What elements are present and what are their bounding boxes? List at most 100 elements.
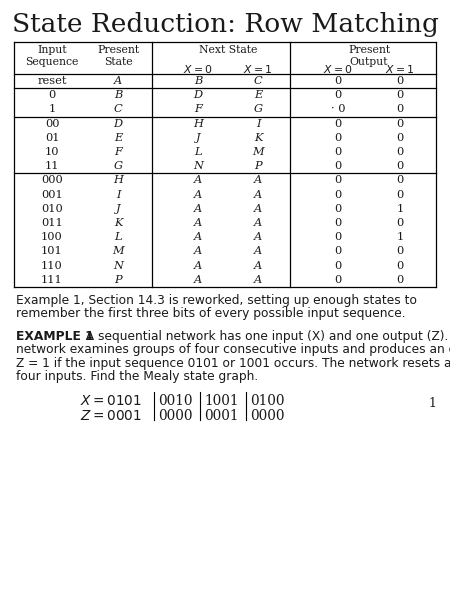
Text: Present
State: Present State [97, 45, 139, 67]
Text: 0: 0 [334, 175, 342, 185]
Text: $X=0$: $X=0$ [323, 63, 353, 75]
Text: L: L [114, 232, 122, 242]
Text: A: A [254, 218, 262, 228]
Text: $X = 0101$: $X = 0101$ [80, 394, 142, 408]
Text: 0: 0 [396, 218, 404, 228]
Text: K: K [114, 218, 122, 228]
Text: D: D [194, 90, 202, 100]
Text: 0: 0 [334, 190, 342, 200]
Text: 0: 0 [396, 147, 404, 157]
Text: A: A [194, 175, 202, 185]
Text: 1: 1 [428, 397, 436, 410]
Text: $X=1$: $X=1$ [385, 63, 414, 75]
Text: 111: 111 [41, 275, 63, 285]
Text: A: A [194, 232, 202, 242]
Text: 1001: 1001 [204, 394, 238, 408]
Text: 0: 0 [334, 275, 342, 285]
Text: N: N [193, 161, 203, 171]
Text: B: B [114, 90, 122, 100]
Text: M: M [112, 247, 124, 256]
Text: 0: 0 [396, 190, 404, 200]
Text: State Reduction: Row Matching: State Reduction: Row Matching [12, 12, 438, 37]
Text: A: A [254, 275, 262, 285]
Text: G: G [113, 161, 122, 171]
Text: J: J [196, 133, 200, 143]
Text: F: F [194, 104, 202, 115]
Text: 101: 101 [41, 247, 63, 256]
Text: 1: 1 [396, 232, 404, 242]
Text: F: F [114, 147, 122, 157]
Text: G: G [253, 104, 262, 115]
Text: A: A [194, 260, 202, 271]
Text: A: A [254, 232, 262, 242]
Text: H: H [193, 119, 203, 128]
Text: 0: 0 [396, 90, 404, 100]
Text: A: A [254, 247, 262, 256]
Text: $Z = 0001$: $Z = 0001$ [80, 409, 142, 423]
Text: A sequential network has one input (X) and one output (Z). The: A sequential network has one input (X) a… [78, 330, 450, 343]
Text: I: I [256, 119, 260, 128]
Text: 0: 0 [334, 204, 342, 214]
Text: A: A [254, 175, 262, 185]
Text: A: A [254, 190, 262, 200]
Text: 0: 0 [396, 76, 404, 86]
Text: A: A [194, 275, 202, 285]
Text: 00: 00 [45, 119, 59, 128]
Text: C: C [113, 104, 122, 115]
Text: 0: 0 [334, 232, 342, 242]
Text: D: D [113, 119, 122, 128]
Text: I: I [116, 190, 120, 200]
Text: 0: 0 [334, 76, 342, 86]
Text: K: K [254, 133, 262, 143]
Text: 011: 011 [41, 218, 63, 228]
Text: B: B [194, 76, 202, 86]
Text: 0: 0 [396, 175, 404, 185]
Text: $X=1$: $X=1$ [243, 63, 273, 75]
Text: network examines groups of four consecutive inputs and produces an output: network examines groups of four consecut… [16, 343, 450, 356]
Text: Next State: Next State [199, 45, 257, 55]
Text: 0010: 0010 [158, 394, 193, 408]
Text: 0000: 0000 [250, 409, 284, 423]
Text: 0: 0 [49, 90, 56, 100]
Text: Input
Sequence: Input Sequence [25, 45, 79, 67]
Text: A: A [194, 190, 202, 200]
Text: 0: 0 [396, 161, 404, 171]
Text: remember the first three bits of every possible input sequence.: remember the first three bits of every p… [16, 307, 405, 320]
Text: A: A [194, 218, 202, 228]
Text: Z = 1 if the input sequence 0101 or 1001 occurs. The network resets after every: Z = 1 if the input sequence 0101 or 1001… [16, 357, 450, 370]
Text: four inputs. Find the Mealy state graph.: four inputs. Find the Mealy state graph. [16, 370, 258, 383]
Text: 0: 0 [396, 247, 404, 256]
Text: A: A [114, 76, 122, 86]
Text: E: E [254, 90, 262, 100]
Text: 100: 100 [41, 232, 63, 242]
Text: 1: 1 [396, 204, 404, 214]
Text: 0: 0 [334, 260, 342, 271]
Text: 0: 0 [396, 119, 404, 128]
Text: L: L [194, 147, 202, 157]
Text: 001: 001 [41, 190, 63, 200]
Text: 110: 110 [41, 260, 63, 271]
Text: 0000: 0000 [158, 409, 193, 423]
Text: P: P [254, 161, 262, 171]
Text: 0: 0 [334, 90, 342, 100]
Text: 0: 0 [396, 104, 404, 115]
Text: A: A [254, 204, 262, 214]
Text: reset: reset [37, 76, 67, 86]
Text: A: A [194, 204, 202, 214]
Text: Example 1, Section 14.3 is reworked, setting up enough states to: Example 1, Section 14.3 is reworked, set… [16, 294, 417, 307]
Text: 01: 01 [45, 133, 59, 143]
Text: J: J [116, 204, 120, 214]
Text: 010: 010 [41, 204, 63, 214]
Text: P: P [114, 275, 122, 285]
Text: 0: 0 [334, 218, 342, 228]
Text: 0100: 0100 [250, 394, 284, 408]
Text: 0001: 0001 [204, 409, 238, 423]
Text: A: A [194, 247, 202, 256]
Text: E: E [114, 133, 122, 143]
Text: 0: 0 [396, 260, 404, 271]
Text: 10: 10 [45, 147, 59, 157]
Text: 1: 1 [49, 104, 56, 115]
Text: 0: 0 [396, 275, 404, 285]
Text: N: N [113, 260, 123, 271]
Text: 0: 0 [334, 147, 342, 157]
